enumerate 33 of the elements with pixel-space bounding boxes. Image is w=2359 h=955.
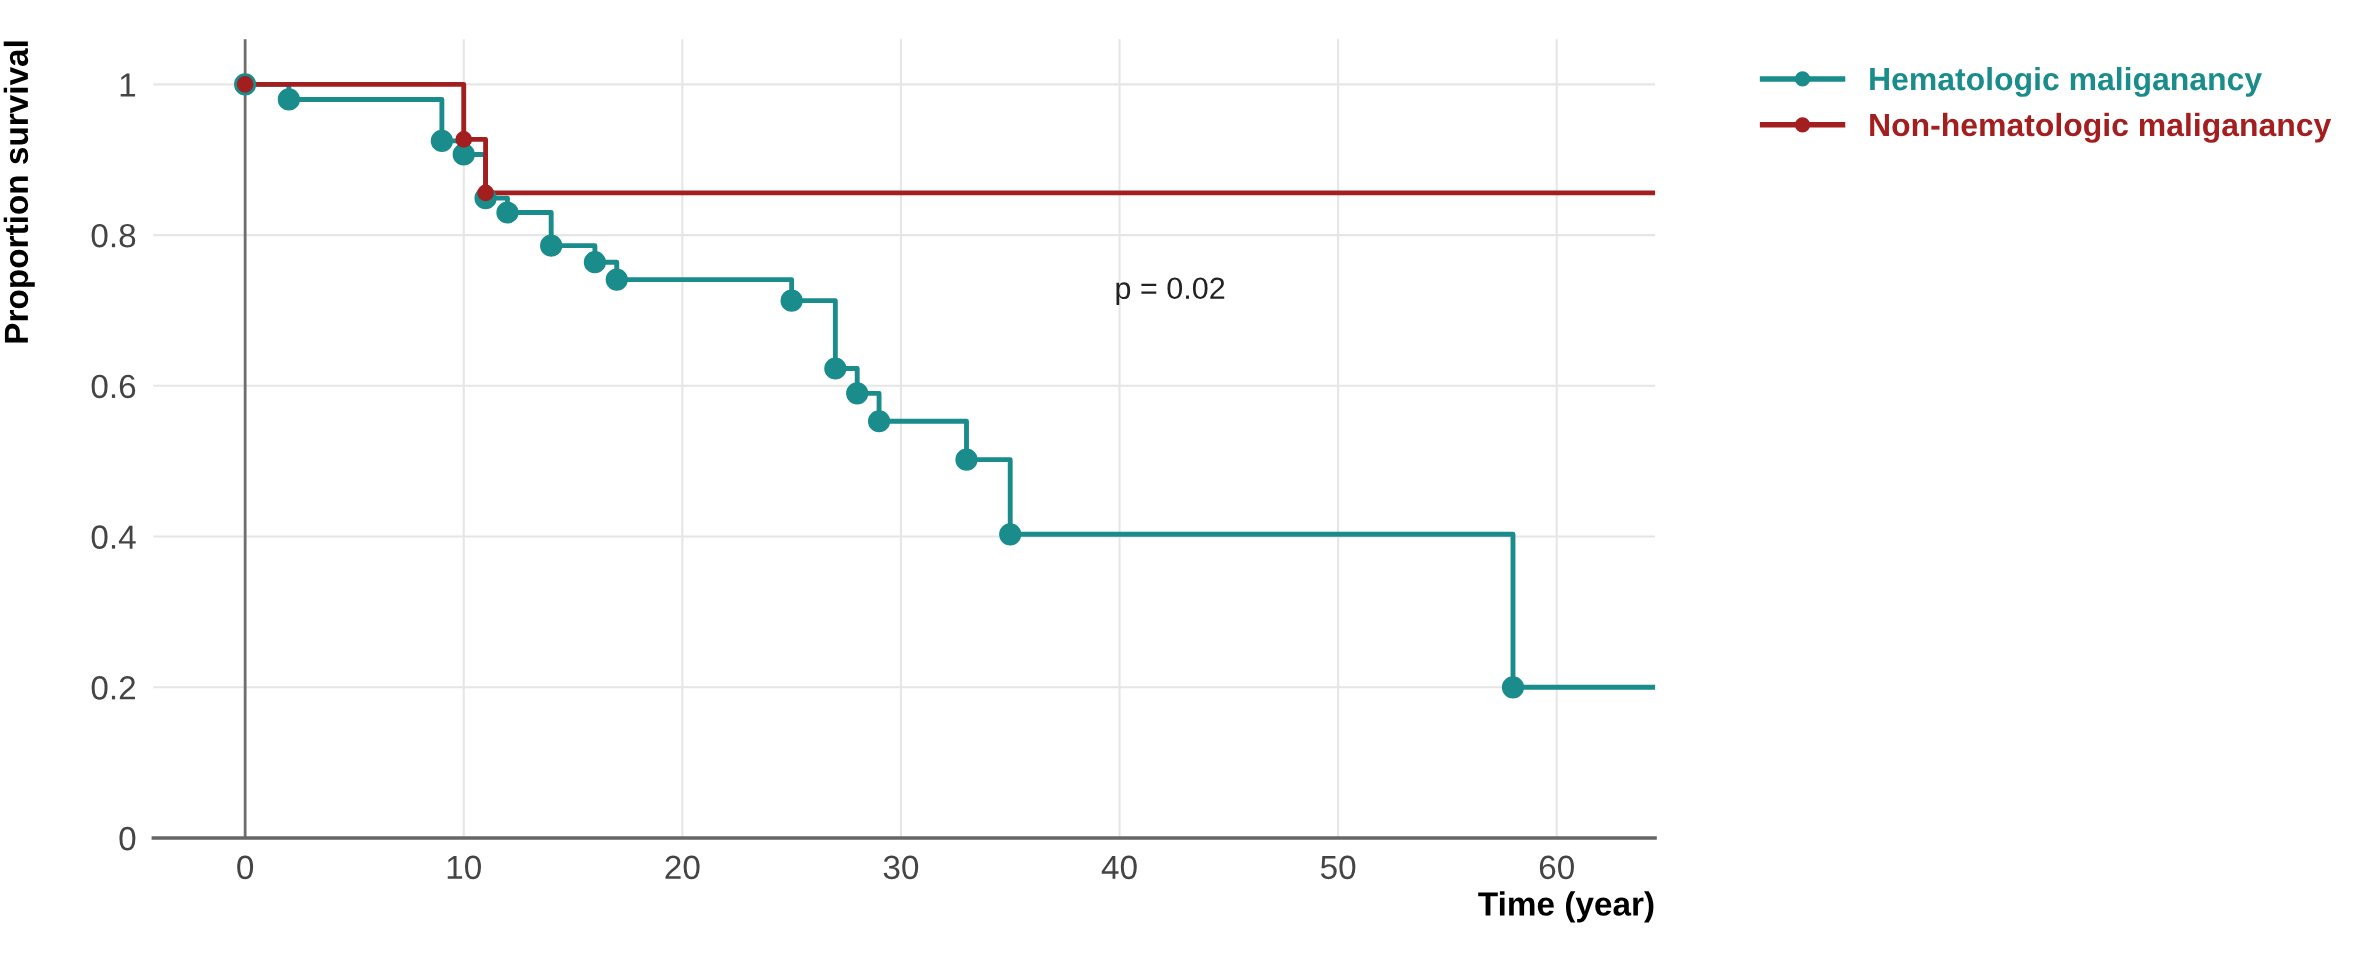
x-tick-label: 20 [665,855,700,880]
legend-label: Hematologic maliganancy [1870,66,2262,97]
legend-label: Non-hematologic maliganancy [1870,112,2332,143]
x-tick-label: 10 [447,855,481,880]
y-axis-title: Proportion survival [3,41,35,343]
point [955,448,978,471]
point [780,289,803,312]
y-tick-label: 0.6 [91,374,136,399]
point [1501,676,1525,699]
x-tick-label: 40 [1101,855,1137,880]
x-tick-label: 50 [1320,855,1356,880]
y-tick-label: 0.8 [91,223,136,248]
point [430,129,453,153]
x-tick-label: 0 [237,855,254,880]
annotation: p = 0.02 [1116,277,1225,306]
x-tick-label: 60 [1539,855,1574,880]
point [999,523,1022,546]
y-tick-label: 0 [119,826,136,851]
point [824,357,847,380]
point [605,268,628,291]
y-tick-label: 0.4 [91,525,136,549]
point [540,234,563,257]
point [277,88,300,111]
point [846,382,869,405]
x-axis-title: Time (year) [1478,891,1654,923]
point [452,143,475,166]
y-tick-label: 0.2 [91,676,135,700]
point [455,131,473,148]
point [496,201,519,224]
point [583,251,607,274]
x-tick-label: 30 [883,855,919,880]
point [867,410,891,433]
y-tick-label: 1 [120,73,136,97]
